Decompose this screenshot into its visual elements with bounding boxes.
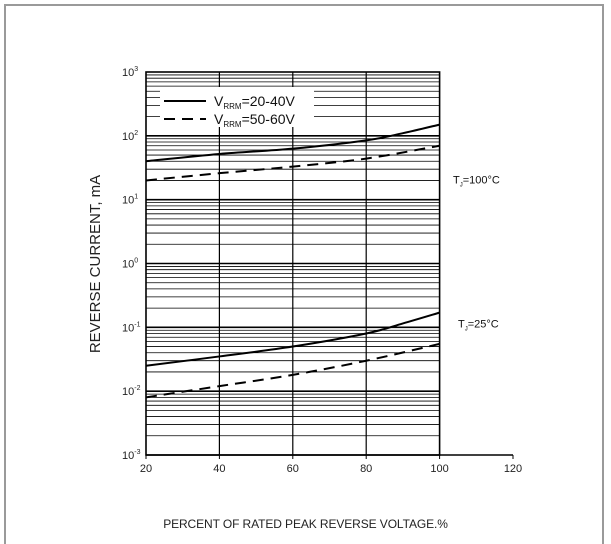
y-axis-ticks: 10-3 10-2 10-1 100 101 102 103 [122, 66, 141, 462]
series-line-3 [145, 311, 440, 367]
grid [146, 72, 440, 456]
figure-frame [4, 4, 604, 544]
y-tick-label: 101 [122, 194, 138, 207]
y-tick-label: 10-3 [122, 449, 141, 462]
series-line-2 [145, 144, 440, 182]
x-axis-label: PERCENT OF RATED PEAK REVERSE VOLTAGE.% [163, 517, 448, 531]
annotation-backdrop [454, 316, 510, 331]
x-tick-label: 100 [430, 463, 448, 475]
legend-label: VRRM=50-60V [214, 111, 296, 129]
y-tick-label: 102 [122, 130, 138, 143]
y-tick-label: 10-2 [122, 385, 141, 398]
series-line-4 [145, 342, 440, 399]
x-tick-label: 120 [504, 463, 522, 475]
x-tick-label: 60 [287, 463, 299, 475]
x-tick-label: 40 [213, 463, 225, 475]
series-lines [145, 123, 440, 399]
series-line-1 [145, 123, 440, 163]
temperature-annotation: TJ=25°C [458, 319, 499, 333]
annotation-backdrop [449, 172, 513, 187]
x-tick-label: 20 [140, 463, 152, 475]
temperature-annotation: TJ=100°C [453, 174, 500, 188]
x-axis-ticks: 20 40 60 80 100 120 [140, 455, 522, 475]
y-axis-label: REVERSE CURRENT, mA [87, 175, 104, 353]
y-tick-label: 100 [122, 258, 138, 271]
legend-label: VRRM=20-40V [214, 93, 296, 111]
x-tick-label: 80 [360, 463, 372, 475]
annotations: TJ=100°C TJ=25°C [449, 172, 513, 333]
y-tick-label: 10-1 [122, 321, 141, 334]
legend-box [160, 87, 314, 127]
y-tick-label: 103 [122, 66, 138, 79]
